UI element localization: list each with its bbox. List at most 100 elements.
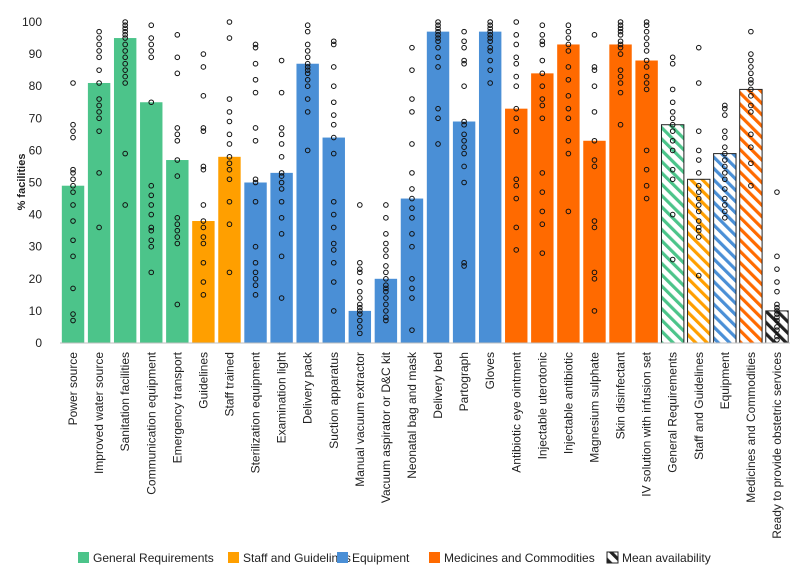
data-point [122,73,128,80]
y-tick-label: 20 [29,272,43,286]
data-point [669,128,676,134]
data-point [200,93,207,99]
data-point [617,28,624,35]
bar [113,38,137,344]
data-point [278,186,285,192]
data-point [565,76,572,83]
data-point [643,28,650,35]
data-point [252,44,259,51]
x-tick-label: Power source [66,352,80,426]
data-point [226,160,233,167]
data-point [722,150,728,157]
data-point [539,57,546,64]
data-point [252,89,259,96]
data-point [409,231,415,237]
data-point [774,314,780,321]
data-point [122,25,128,32]
data-point [487,38,493,45]
data-point [96,115,102,122]
y-tick-label: 70 [29,111,43,125]
data-point [487,48,493,54]
bar [765,310,789,344]
data-point [487,32,493,38]
data-point [122,150,128,157]
data-point [643,147,650,154]
data-point [174,131,181,138]
data-point [96,54,102,61]
data-point [409,186,415,192]
data-point [357,295,363,301]
data-point [695,272,702,279]
legend-label: Medicines and Commodities [444,551,595,565]
data-point [278,179,285,186]
data-point [617,80,624,86]
y-tick-label: 90 [29,47,43,61]
legend-swatch [337,552,348,563]
bar [87,82,111,344]
data-point [252,125,259,131]
data-point [722,176,728,183]
bar [452,121,476,343]
data-point [435,32,441,38]
data-point [200,163,207,170]
data-point [409,285,415,292]
data-point [200,224,207,231]
data-point [669,86,676,93]
data-point [70,170,76,176]
data-point [695,189,702,195]
data-point [774,266,780,272]
data-point [461,137,467,144]
bar [635,60,658,344]
data-point [461,163,467,170]
data-point [435,64,441,70]
data-point [304,96,311,102]
data-point [200,234,207,240]
data-point [122,202,128,208]
data-point [70,237,76,244]
data-point [200,128,207,134]
data-point [122,19,128,25]
data-point [669,99,676,106]
data-point [304,76,311,83]
data-point [617,44,624,51]
data-point [383,263,389,269]
data-point [487,67,493,73]
data-point [643,35,650,41]
data-point [617,25,624,32]
bar [374,278,398,343]
data-point [591,157,598,163]
data-point [461,150,467,157]
legend-swatch [228,552,239,563]
data-point [70,134,76,141]
plot-area: 0 10 20 30 40 50 60 70 80 90 100 Power source Improv… [22,15,790,539]
data-point [226,198,233,205]
data-point [722,215,728,221]
data-point [174,157,181,163]
data-point [409,109,415,115]
x-tick-label: Injectable antibiotic [561,352,575,454]
data-point [330,308,337,314]
data-point [539,41,546,48]
data-point [383,202,389,208]
data-point [435,25,441,32]
data-point [513,41,520,48]
data-point [461,144,467,150]
data-point [226,176,233,183]
data-point [669,166,676,173]
data-point [669,137,676,144]
data-point [487,25,493,32]
data-point [226,96,233,102]
data-point [148,48,155,54]
data-point [70,218,76,224]
data-point [435,35,441,41]
data-point [70,253,76,260]
data-point [774,327,780,333]
data-point [304,54,311,61]
data-point [330,83,337,89]
data-point [487,57,493,64]
data-point [461,60,467,67]
data-point [409,295,415,301]
x-tick-label: Magnesium sulphate [587,352,601,463]
y-tick-label: 30 [29,240,43,254]
data-point [617,32,624,38]
